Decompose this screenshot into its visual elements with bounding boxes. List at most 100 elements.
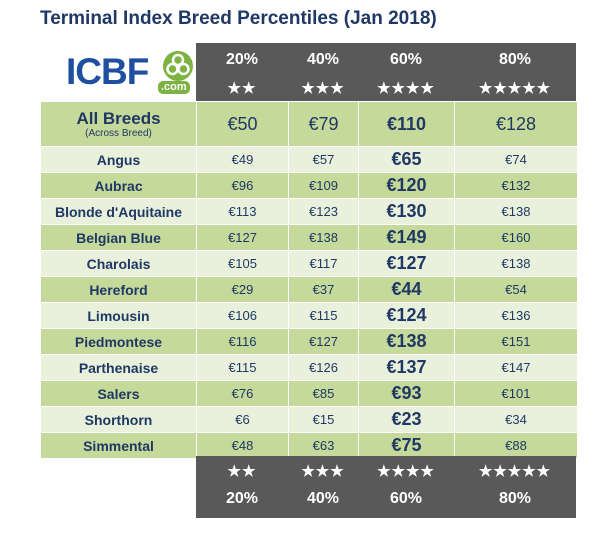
value-cell-60: €120 [358, 172, 455, 199]
breed-name-cell: Hereford [40, 276, 197, 303]
value-cell: €76 [196, 380, 289, 407]
table-row: Shorthorn €6 €15 €23 €34 [40, 406, 578, 433]
table-row: Piedmontese €116 €127 €138 €151 [40, 328, 578, 355]
icbf-logo: ICBF .com [62, 48, 194, 98]
value-cell-60: €130 [358, 198, 455, 225]
value-cell: €96 [196, 172, 289, 199]
footer-stars-20: ★★ [227, 463, 257, 480]
breed-name-cell: Belgian Blue [40, 224, 197, 251]
shamrock-icon [163, 51, 193, 81]
value-cell: €127 [196, 224, 289, 251]
value-cell: €57 [288, 146, 359, 173]
value-cell: €85 [288, 380, 359, 407]
logo-com-badge: .com [158, 81, 190, 94]
value-cell-60: €124 [358, 302, 455, 329]
table-row: Aubrac €96 €109 €120 €132 [40, 172, 578, 199]
breed-name-cell: Piedmontese [40, 328, 197, 355]
table-row: Limousin €106 €115 €124 €136 [40, 302, 578, 329]
value-cell: €29 [196, 276, 289, 303]
table-row: Blonde d'Aquitaine €113 €123 €130 €138 [40, 198, 578, 225]
value-cell-60: €138 [358, 328, 455, 355]
percentile-header-top: 20% 40% 60% 80% ★★ ★★★ ★★★★ ★★★★★ [196, 43, 576, 103]
table-row: Belgian Blue €127 €138 €149 €160 [40, 224, 578, 251]
value-cell: €151 [454, 328, 578, 355]
value-cell: €113 [196, 198, 289, 225]
header-stars-60: ★★★★ [377, 80, 435, 97]
value-cell-60: €23 [358, 406, 455, 433]
value-cell: €136 [454, 302, 578, 329]
footer-percentile-40: 40% [306, 490, 340, 507]
value-cell: €50 [196, 101, 289, 147]
table-row: Parthenaise €115 €126 €137 €147 [40, 354, 578, 381]
value-cell: €116 [196, 328, 289, 355]
value-cell-60: €137 [358, 354, 455, 381]
breed-name-cell: Limousin [40, 302, 197, 329]
breed-name-cell: Parthenaise [40, 354, 197, 381]
all-breeds-note: (Across Breed) [85, 128, 152, 139]
table-row: Angus €49 €57 €65 €74 [40, 146, 578, 173]
page-title: Terminal Index Breed Percentiles (Jan 20… [40, 8, 437, 29]
breed-name-cell: Charolais [40, 250, 197, 277]
value-cell: €126 [288, 354, 359, 381]
value-cell: €105 [196, 250, 289, 277]
value-cell: €101 [454, 380, 578, 407]
header-percentile-60: 60% [389, 51, 423, 68]
value-cell: €123 [288, 198, 359, 225]
value-cell: €109 [288, 172, 359, 199]
footer-percentile-20: 20% [225, 490, 259, 507]
all-breeds-label: All Breeds [76, 109, 161, 128]
table-row-all-breeds: All Breeds (Across Breed) €50 €79 €110 €… [40, 101, 578, 147]
value-cell: €63 [288, 432, 359, 459]
value-cell: €160 [454, 224, 578, 251]
value-cell: €138 [454, 198, 578, 225]
value-cell: €15 [288, 406, 359, 433]
breed-name-cell: Simmental [40, 432, 197, 459]
value-cell-60: €65 [358, 146, 455, 173]
breed-name-cell: Angus [40, 146, 197, 173]
value-cell-60: €93 [358, 380, 455, 407]
header-stars-80: ★★★★★ [478, 80, 552, 97]
value-cell: €74 [454, 146, 578, 173]
logo-text: ICBF [66, 51, 149, 92]
footer-stars-60: ★★★★ [377, 463, 435, 480]
value-cell: €115 [196, 354, 289, 381]
table-row: Simmental €48 €63 €75 €88 [40, 432, 578, 459]
value-cell: €48 [196, 432, 289, 459]
percentile-header-bottom: ★★ ★★★ ★★★★ ★★★★★ 20% 40% 60% 80% [196, 456, 576, 518]
value-cell: €79 [288, 101, 359, 147]
breed-name-cell: Aubrac [40, 172, 197, 199]
value-cell: €147 [454, 354, 578, 381]
breed-name-cell: Blonde d'Aquitaine [40, 198, 197, 225]
value-cell-60: €127 [358, 250, 455, 277]
breed-name-cell: All Breeds (Across Breed) [40, 101, 197, 147]
value-cell: €117 [288, 250, 359, 277]
footer-percentile-60: 60% [389, 490, 423, 507]
header-stars-20: ★★ [227, 80, 257, 97]
value-cell: €88 [454, 432, 578, 459]
value-cell-60: €44 [358, 276, 455, 303]
breed-name-cell: Shorthorn [40, 406, 197, 433]
value-cell: €37 [288, 276, 359, 303]
value-cell: €34 [454, 406, 578, 433]
header-stars-40: ★★★ [301, 80, 345, 97]
header-percentile-80: 80% [498, 51, 532, 68]
header-percentile-20: 20% [225, 51, 259, 68]
footer-stars-80: ★★★★★ [478, 463, 552, 480]
percentile-table: All Breeds (Across Breed) €50 €79 €110 €… [40, 101, 578, 459]
breed-name-cell: Salers [40, 380, 197, 407]
value-cell: €49 [196, 146, 289, 173]
value-cell: €132 [454, 172, 578, 199]
header-percentile-40: 40% [306, 51, 340, 68]
value-cell: €54 [454, 276, 578, 303]
value-cell: €138 [454, 250, 578, 277]
table-row: Charolais €105 €117 €127 €138 [40, 250, 578, 277]
value-cell: €127 [288, 328, 359, 355]
footer-stars-40: ★★★ [301, 463, 345, 480]
value-cell-60: €149 [358, 224, 455, 251]
value-cell: €115 [288, 302, 359, 329]
value-cell: €128 [454, 101, 578, 147]
value-cell-60: €75 [358, 432, 455, 459]
footer-percentile-80: 80% [498, 490, 532, 507]
table-row: Salers €76 €85 €93 €101 [40, 380, 578, 407]
value-cell: €106 [196, 302, 289, 329]
